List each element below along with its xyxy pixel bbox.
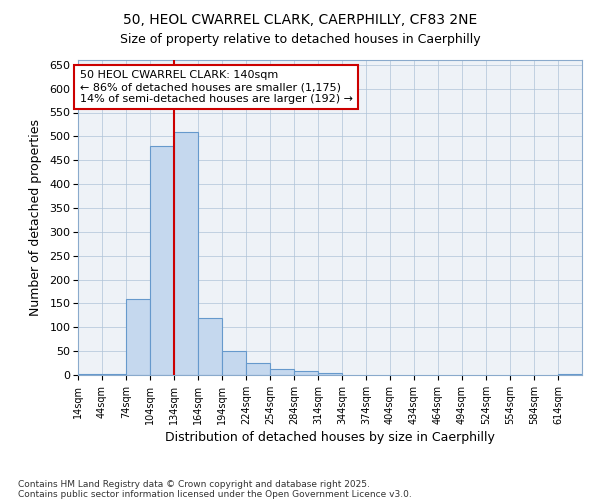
Y-axis label: Number of detached properties: Number of detached properties	[29, 119, 42, 316]
Text: Contains HM Land Registry data © Crown copyright and database right 2025.
Contai: Contains HM Land Registry data © Crown c…	[18, 480, 412, 500]
Bar	[222, 351, 246, 375]
Text: 50 HEOL CWARREL CLARK: 140sqm
← 86% of detached houses are smaller (1,175)
14% o: 50 HEOL CWARREL CLARK: 140sqm ← 86% of d…	[80, 70, 353, 104]
Bar	[558, 374, 582, 375]
Bar	[150, 146, 174, 375]
Bar	[318, 372, 342, 375]
Bar	[102, 374, 126, 375]
Bar	[78, 374, 102, 375]
Bar	[294, 371, 318, 375]
Bar	[198, 318, 222, 375]
Text: 50, HEOL CWARREL CLARK, CAERPHILLY, CF83 2NE: 50, HEOL CWARREL CLARK, CAERPHILLY, CF83…	[123, 12, 477, 26]
Text: Size of property relative to detached houses in Caerphilly: Size of property relative to detached ho…	[119, 32, 481, 46]
X-axis label: Distribution of detached houses by size in Caerphilly: Distribution of detached houses by size …	[165, 431, 495, 444]
Bar	[270, 370, 294, 375]
Bar	[126, 298, 150, 375]
Bar	[246, 363, 270, 375]
Bar	[174, 132, 198, 375]
